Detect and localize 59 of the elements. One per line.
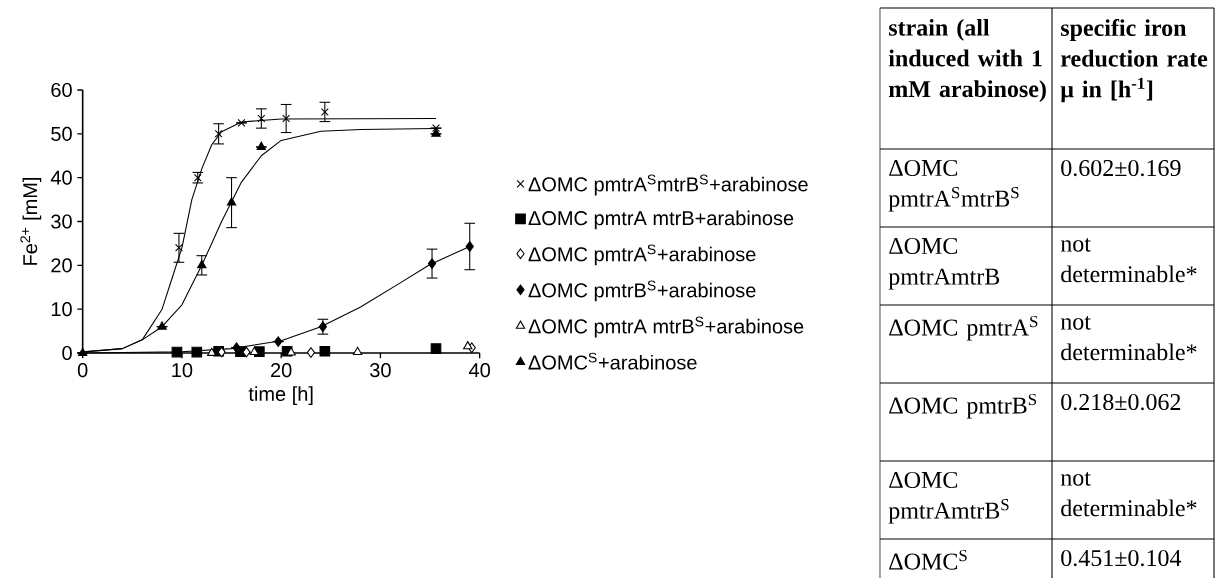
point [286,347,296,356]
legend-label: ΔOMC pmtrA$^{S}$mtrB$^{S}$+arabinose [528,174,808,196]
text: not determinable* [1060,237,1197,283]
x-tick-label: 40 [469,363,490,378]
point [175,243,183,252]
y-tick-label: 60 [51,82,72,98]
point [257,114,266,123]
point [214,129,223,138]
point [430,343,442,354]
point [197,260,207,269]
y-tick-label: 0 [62,345,72,361]
point [431,128,441,137]
y-tick-label: 40 [50,170,72,185]
text: not determinable* [1060,471,1197,517]
point [319,345,331,357]
point [463,341,473,350]
y-tick-label: 20 [51,258,72,273]
text: ΔOMC pmtrAmtrB [888,237,1000,290]
x-tick-label: 0 [77,363,88,378]
y-tick-label: 30 [51,214,72,229]
text: ΔOMC pmtrAmtrB$^{S}$ [888,471,1009,524]
point [432,124,440,133]
x-tick-label: 10 [172,363,193,378]
point [237,118,246,127]
point [320,107,329,116]
text: 0.218±0.062 [1061,393,1181,411]
x-tick-label: 20 [271,363,292,378]
point [352,346,363,356]
text: 0.602±0.169 [1061,159,1181,177]
y-tick-label: 50 [51,126,72,141]
point [157,321,167,330]
text: 0.451±0.104 [1061,549,1182,567]
legend-label: ΔOMC pmtrA mtrB$^{S}$+arabinose [528,316,804,338]
point [191,346,203,358]
point [171,346,183,358]
y-tick-label: 10 [51,302,72,317]
point [242,346,251,358]
legend-label: ΔOMC pmtrB$^{S}$+arabinose [528,280,756,302]
legend-label: ΔOMC pmtrA mtrB+arabinose [528,210,794,230]
point [465,241,474,252]
point [306,347,316,358]
legend-label: ΔOMC$^{S}$+arabinose [528,352,697,370]
point [427,258,437,269]
text: ΔOMC pmtrA$^{S}$mtrB$^{S}$ [888,159,1019,212]
point [256,141,267,150]
text: strain (all induced with 1 mM arabinose) [888,18,1046,103]
legend-label: ΔOMC pmtrA$^{S}$+arabinose [528,244,756,266]
x-axis-title: time [h] [248,386,313,405]
point [226,197,237,206]
text: not determinable* [1060,315,1197,361]
point [282,114,291,123]
text: ΔOMC$^{S}$ [889,549,967,570]
y-axis-title: Fe$^{2+}$ [mM] [20,177,42,265]
point [274,336,283,347]
text: ΔOMC pmtrB$^{S}$ [889,393,1037,419]
text: specific iron reduction rate μ in [h$^{-1}$] [1060,18,1208,103]
text: ΔOMC pmtrA$^{S}$ [889,315,1038,341]
x-tick-label: 30 [370,363,391,378]
point [207,347,217,356]
